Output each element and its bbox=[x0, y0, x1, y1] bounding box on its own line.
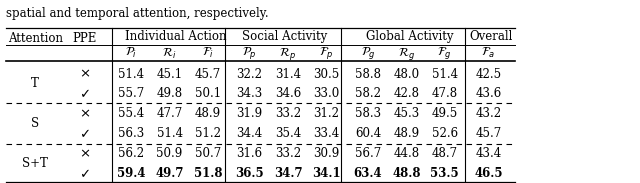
Text: 50.9: 50.9 bbox=[156, 147, 183, 160]
Text: 53.5: 53.5 bbox=[431, 167, 459, 180]
Text: $\mathcal{R}_p$: $\mathcal{R}_p$ bbox=[280, 45, 296, 61]
Text: 51.2: 51.2 bbox=[195, 127, 221, 140]
Text: 33.2: 33.2 bbox=[275, 147, 301, 160]
Text: $\checkmark$: $\checkmark$ bbox=[79, 87, 90, 100]
Text: 49.7: 49.7 bbox=[156, 167, 184, 180]
Text: Individual Action: Individual Action bbox=[125, 30, 227, 43]
Text: 48.7: 48.7 bbox=[432, 147, 458, 160]
Text: 56.3: 56.3 bbox=[118, 127, 145, 140]
Text: 49.5: 49.5 bbox=[431, 107, 458, 120]
Text: $\times$: $\times$ bbox=[79, 147, 90, 160]
Text: 45.3: 45.3 bbox=[393, 107, 420, 120]
Text: 46.5: 46.5 bbox=[474, 167, 502, 180]
Text: 42.8: 42.8 bbox=[394, 87, 419, 100]
Text: S: S bbox=[31, 117, 39, 130]
Text: 51.4: 51.4 bbox=[118, 68, 144, 81]
Text: 56.7: 56.7 bbox=[355, 147, 381, 160]
Text: 56.2: 56.2 bbox=[118, 147, 144, 160]
Text: 30.5: 30.5 bbox=[313, 68, 340, 81]
Text: $\mathcal{P}_g$: $\mathcal{P}_g$ bbox=[360, 45, 376, 61]
Text: $\mathcal{R}_i$: $\mathcal{R}_i$ bbox=[163, 46, 177, 61]
Text: 31.4: 31.4 bbox=[275, 68, 301, 81]
Text: T: T bbox=[31, 77, 39, 90]
Text: $\mathcal{F}_p$: $\mathcal{F}_p$ bbox=[319, 45, 333, 61]
Text: 60.4: 60.4 bbox=[355, 127, 381, 140]
Text: 63.4: 63.4 bbox=[354, 167, 382, 180]
Text: 51.4: 51.4 bbox=[157, 127, 182, 140]
Text: 55.4: 55.4 bbox=[118, 107, 145, 120]
Text: 33.2: 33.2 bbox=[275, 107, 301, 120]
Text: Social Activity: Social Activity bbox=[242, 30, 328, 43]
Text: 43.4: 43.4 bbox=[475, 147, 502, 160]
Text: 33.4: 33.4 bbox=[313, 127, 340, 140]
Text: $\mathcal{R}_g$: $\mathcal{R}_g$ bbox=[398, 45, 415, 61]
Text: $\mathcal{F}_a$: $\mathcal{F}_a$ bbox=[481, 46, 495, 60]
Text: spatial and temporal attention, respectively.: spatial and temporal attention, respecti… bbox=[6, 7, 269, 20]
Text: $\checkmark$: $\checkmark$ bbox=[79, 127, 90, 140]
Text: 59.4: 59.4 bbox=[117, 167, 145, 180]
Text: $\mathcal{F}_g$: $\mathcal{F}_g$ bbox=[438, 45, 452, 61]
Text: $\mathcal{F}_i$: $\mathcal{F}_i$ bbox=[202, 46, 214, 60]
Text: Attention: Attention bbox=[8, 32, 63, 45]
Text: 47.7: 47.7 bbox=[156, 107, 183, 120]
Text: 34.1: 34.1 bbox=[312, 167, 340, 180]
Text: 36.5: 36.5 bbox=[236, 167, 264, 180]
Text: $\checkmark$: $\checkmark$ bbox=[79, 167, 90, 180]
Text: $\times$: $\times$ bbox=[79, 107, 90, 120]
Text: 34.6: 34.6 bbox=[275, 87, 301, 100]
Text: 48.9: 48.9 bbox=[195, 107, 221, 120]
Text: 33.0: 33.0 bbox=[313, 87, 340, 100]
Text: 58.3: 58.3 bbox=[355, 107, 381, 120]
Text: 43.2: 43.2 bbox=[476, 107, 501, 120]
Text: 47.8: 47.8 bbox=[432, 87, 458, 100]
Text: 32.2: 32.2 bbox=[237, 68, 262, 81]
Text: $\times$: $\times$ bbox=[79, 68, 90, 81]
Text: 58.2: 58.2 bbox=[355, 87, 381, 100]
Text: 31.6: 31.6 bbox=[237, 147, 262, 160]
Text: 44.8: 44.8 bbox=[394, 147, 419, 160]
Text: $\mathcal{P}_p$: $\mathcal{P}_p$ bbox=[242, 45, 257, 61]
Text: 30.9: 30.9 bbox=[313, 147, 340, 160]
Text: PPE: PPE bbox=[72, 32, 97, 45]
Text: 31.9: 31.9 bbox=[237, 107, 262, 120]
Text: 48.0: 48.0 bbox=[394, 68, 419, 81]
Text: 55.7: 55.7 bbox=[118, 87, 145, 100]
Text: 45.1: 45.1 bbox=[157, 68, 182, 81]
Text: Overall: Overall bbox=[470, 30, 513, 43]
Text: $\mathcal{P}_i$: $\mathcal{P}_i$ bbox=[125, 46, 138, 60]
Text: Global Activity: Global Activity bbox=[366, 30, 453, 43]
Text: 34.7: 34.7 bbox=[274, 167, 302, 180]
Text: 45.7: 45.7 bbox=[195, 68, 221, 81]
Text: 50.7: 50.7 bbox=[195, 147, 221, 160]
Text: 45.7: 45.7 bbox=[475, 127, 502, 140]
Text: 34.3: 34.3 bbox=[236, 87, 263, 100]
Text: S+T: S+T bbox=[22, 157, 48, 170]
Text: 51.8: 51.8 bbox=[194, 167, 222, 180]
Text: 51.4: 51.4 bbox=[432, 68, 458, 81]
Text: 49.8: 49.8 bbox=[157, 87, 182, 100]
Text: 35.4: 35.4 bbox=[275, 127, 301, 140]
Text: 50.1: 50.1 bbox=[195, 87, 221, 100]
Text: 52.6: 52.6 bbox=[432, 127, 458, 140]
Text: 43.6: 43.6 bbox=[475, 87, 502, 100]
Text: 42.5: 42.5 bbox=[476, 68, 501, 81]
Text: 48.9: 48.9 bbox=[394, 127, 419, 140]
Text: 34.4: 34.4 bbox=[236, 127, 263, 140]
Text: 48.8: 48.8 bbox=[392, 167, 420, 180]
Text: 31.2: 31.2 bbox=[314, 107, 339, 120]
Text: 58.8: 58.8 bbox=[355, 68, 381, 81]
